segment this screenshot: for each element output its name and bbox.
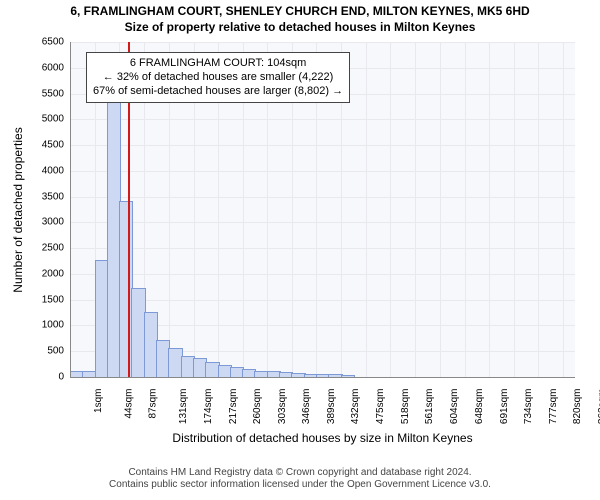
chart-title-line2: Size of property relative to detached ho… [0, 20, 600, 34]
x-tick-label: 260sqm [252, 389, 263, 425]
x-gridline [366, 42, 367, 377]
x-tick-label: 648sqm [474, 389, 485, 425]
x-gridline [465, 42, 466, 377]
y-tick-label: 5000 [32, 114, 64, 125]
x-tick-label: 561sqm [424, 389, 435, 425]
x-gridline [415, 42, 416, 377]
y-tick-label: 1500 [32, 294, 64, 305]
y-gridline [70, 42, 575, 43]
y-gridline [70, 300, 575, 301]
annotation-line-1: 6 FRAMLINGHAM COURT: 104sqm [93, 57, 343, 71]
y-gridline [70, 145, 575, 146]
y-tick-label: 6500 [32, 37, 64, 48]
x-tick-label: 346sqm [301, 389, 312, 425]
annotation-line-3: 67% of semi-detached houses are larger (… [93, 85, 343, 99]
y-tick-label: 4000 [32, 165, 64, 176]
x-gridline [489, 42, 490, 377]
x-tick-label: 734sqm [523, 389, 534, 425]
x-tick-label: 518sqm [400, 389, 411, 425]
y-gridline [70, 248, 575, 249]
y-tick-label: 6000 [32, 62, 64, 73]
x-tick-label: 174sqm [203, 389, 214, 425]
y-tick-label: 3500 [32, 191, 64, 202]
y-gridline [70, 197, 575, 198]
x-tick-label: 432sqm [351, 389, 362, 425]
annotation-line-2: ← 32% of detached houses are smaller (4,… [93, 71, 343, 85]
y-tick-label: 2500 [32, 243, 64, 254]
x-tick-label: 44sqm [123, 389, 134, 419]
y-tick-label: 0 [32, 372, 64, 383]
x-gridline [538, 42, 539, 377]
chart-title-line1: 6, FRAMLINGHAM COURT, SHENLEY CHURCH END… [0, 4, 600, 18]
y-axis-line [70, 42, 71, 377]
x-gridline [563, 42, 564, 377]
x-tick-label: 820sqm [572, 389, 583, 425]
x-tick-label: 777sqm [548, 389, 559, 425]
y-gridline [70, 222, 575, 223]
y-gridline [70, 119, 575, 120]
chart-page: { "title": { "line1": "6, FRAMLINGHAM CO… [0, 0, 600, 500]
x-tick-label: 131sqm [178, 389, 189, 425]
y-tick-label: 1000 [32, 320, 64, 331]
x-axis-label: Distribution of detached houses by size … [172, 431, 472, 445]
x-gridline [390, 42, 391, 377]
chart-annotation-box: 6 FRAMLINGHAM COURT: 104sqm ← 32% of det… [86, 52, 350, 103]
x-tick-label: 691sqm [499, 389, 510, 425]
x-tick-label: 604sqm [449, 389, 460, 425]
y-tick-label: 500 [32, 346, 64, 357]
x-tick-label: 389sqm [326, 389, 337, 425]
x-axis-line [70, 377, 575, 378]
x-tick-label: 87sqm [148, 389, 159, 419]
y-tick-label: 4500 [32, 140, 64, 151]
y-tick-label: 5500 [32, 88, 64, 99]
x-tick-label: 1sqm [93, 389, 104, 413]
y-axis-label: Number of detached properties [11, 127, 25, 292]
footer-line-1: Contains HM Land Registry data © Crown c… [0, 467, 600, 479]
y-tick-label: 3000 [32, 217, 64, 228]
x-tick-label: 303sqm [277, 389, 288, 425]
y-gridline [70, 274, 575, 275]
chart-footer: Contains HM Land Registry data © Crown c… [0, 467, 600, 491]
x-gridline [514, 42, 515, 377]
x-tick-label: 217sqm [228, 389, 239, 425]
x-tick-label: 475sqm [375, 389, 386, 425]
footer-line-2: Contains public sector information licen… [0, 479, 600, 491]
y-gridline [70, 171, 575, 172]
x-gridline [440, 42, 441, 377]
y-tick-label: 2000 [32, 268, 64, 279]
